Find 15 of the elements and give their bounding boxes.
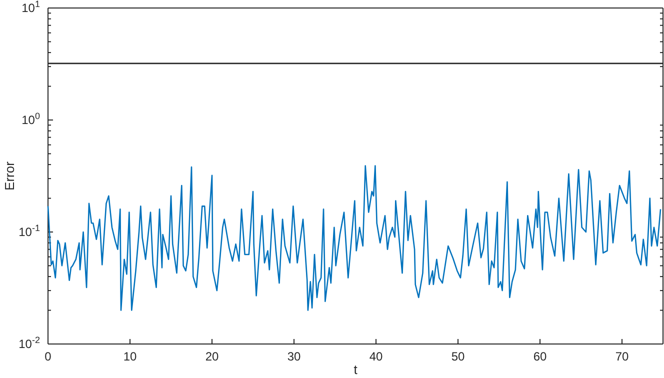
x-tick-label: 40: [369, 350, 383, 364]
y-tick-label: 10$^{0}$: [22, 110, 40, 127]
x-tick-label: 70: [615, 350, 629, 364]
x-axis-title: t: [354, 362, 358, 377]
y-tick-label: 10$^{-1}$: [18, 222, 40, 239]
x-tick-label: 0: [44, 350, 52, 364]
line-series: [47, 165, 662, 311]
x-tick-label: 10: [123, 350, 137, 364]
x-tick-label: 50: [451, 350, 465, 364]
y-tick-label: 10$^{1}$: [22, 0, 40, 15]
x-tick-label: 30: [287, 350, 301, 364]
x-tick-label: 20: [205, 350, 219, 364]
y-tick-label: 10$^{-2}$: [18, 334, 40, 351]
x-tick-label: 60: [533, 350, 547, 364]
y-axis-title: Error: [2, 160, 17, 190]
